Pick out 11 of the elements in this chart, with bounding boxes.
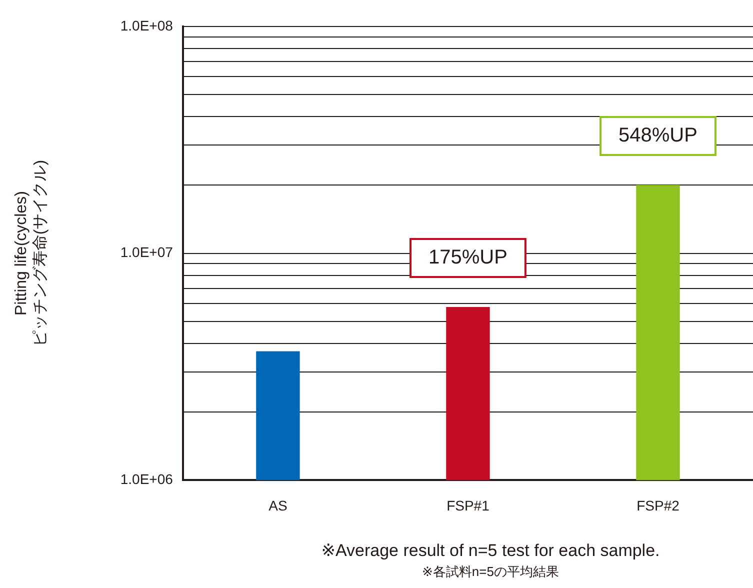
y-tick-label: 1.0E+08: [120, 17, 174, 34]
y-tick-label: 1.0E+06: [120, 471, 174, 488]
annotation: 175%UP: [428, 246, 508, 268]
text: ※Average result of n=5 test for each sample.: [320, 541, 661, 561]
annotation: 548%UP: [618, 124, 698, 147]
y-axis-title: Pitting life(cycles) ピッチング寿命(サイクル): [13, 160, 50, 347]
x-tick-label: AS: [268, 497, 288, 514]
y-tick-label: 1.0E+07: [120, 244, 174, 260]
text: ※各試料n=5の平均結果: [421, 563, 560, 581]
x-tick-label: FSP#1: [446, 497, 490, 514]
x-tick-label: FSP#2: [636, 497, 680, 514]
